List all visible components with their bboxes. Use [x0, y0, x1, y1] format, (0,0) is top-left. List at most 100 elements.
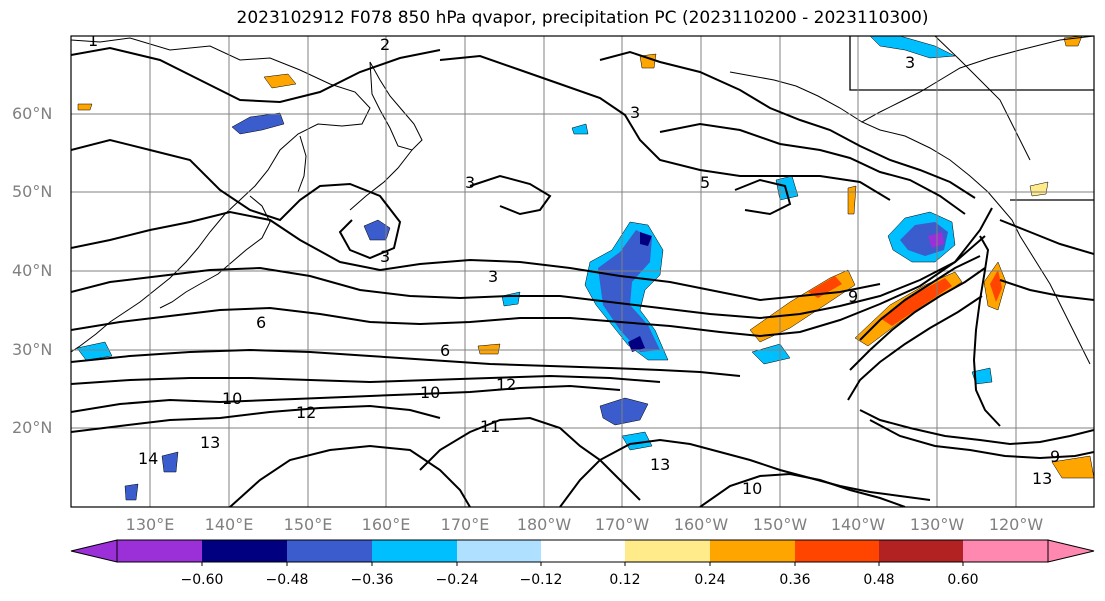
- contour-label: 3: [630, 103, 640, 122]
- lon-label: 160°E: [361, 515, 411, 534]
- contour-label: 13: [200, 433, 220, 452]
- lon-label: 130°W: [909, 515, 965, 534]
- colorbar-extend-high: [1047, 539, 1095, 563]
- lat-label: 60°N: [12, 104, 53, 123]
- contour-label: 6: [256, 313, 266, 332]
- contour-line: [71, 138, 402, 260]
- positive-anomaly-core: [990, 270, 1002, 302]
- lon-label: 130°E: [125, 515, 175, 534]
- qvapor-contours: [71, 46, 1094, 507]
- negative-anomaly-region: [869, 36, 956, 59]
- lat-label: 40°N: [12, 261, 53, 280]
- lon-label: 140°E: [204, 515, 254, 534]
- positive-anomaly-core: [808, 276, 842, 298]
- colorbar-tick-label: −0.24: [435, 572, 479, 588]
- negative-anomaly-core: [598, 230, 660, 352]
- colorbar-outline: [116, 539, 1049, 563]
- contour-line: [71, 46, 441, 104]
- positive-anomaly-region: [263, 73, 297, 89]
- colorbar-segment: [963, 540, 1048, 562]
- contour-label: 13: [1032, 469, 1052, 488]
- lon-label: 160°W: [673, 515, 729, 534]
- negative-anomaly-region: [161, 451, 179, 473]
- positive-anomaly-core: [880, 278, 952, 326]
- colorbar-segment: [541, 540, 625, 562]
- positive-anomaly-region: [847, 185, 857, 215]
- contour-label: 9: [1050, 447, 1060, 466]
- positive-anomaly-region: [1051, 455, 1094, 479]
- contour-label: 6: [440, 341, 450, 360]
- lon-label: 170°W: [594, 515, 650, 534]
- contour-label: 3: [488, 267, 498, 286]
- contour-line: [71, 404, 441, 433]
- negative-anomaly-region: [363, 219, 391, 241]
- lon-label: 120°W: [988, 515, 1044, 534]
- contour-line: [859, 409, 1094, 446]
- colorbar-segment: [287, 540, 372, 562]
- positive-anomaly-region: [477, 343, 501, 355]
- contour-line: [419, 416, 641, 501]
- country-border: [849, 36, 1094, 91]
- negative-anomaly-core: [900, 222, 948, 256]
- colorbar-tick-label: 0.48: [863, 572, 895, 588]
- contour-line: [599, 50, 976, 199]
- positive-anomaly-region: [77, 103, 93, 111]
- precipitation-shading: [76, 36, 1094, 501]
- lon-label: 140°W: [830, 515, 886, 534]
- colorbar-tick-label: 0.36: [779, 572, 811, 588]
- contour-line: [71, 210, 881, 302]
- colorbar-segment: [202, 540, 287, 562]
- lon-label: 150°E: [283, 515, 333, 534]
- aleutian-islands: [729, 71, 863, 123]
- contour-line: [972, 235, 1001, 427]
- contour-line: [71, 207, 993, 338]
- colorbar-segment: [372, 540, 457, 562]
- negative-anomaly-deep: [640, 232, 652, 246]
- kamchatka-coastline: [369, 61, 423, 151]
- contour-label: 12: [296, 403, 316, 422]
- colorbar-segment: [879, 540, 963, 562]
- contour-line: [469, 174, 552, 216]
- kuril-islands: [349, 149, 413, 211]
- map-frame: [70, 35, 1095, 508]
- colorbar-tick-label: −0.36: [350, 572, 394, 588]
- contour-label: 3: [905, 53, 915, 72]
- contour-label: 12: [496, 375, 516, 394]
- negative-anomaly-region: [124, 483, 139, 501]
- negative-anomaly-region: [76, 341, 113, 361]
- contour-label: 14: [138, 449, 158, 468]
- contour-label: 5: [700, 173, 710, 192]
- contour-line: [849, 267, 986, 371]
- negative-anomaly-deep: [628, 336, 645, 352]
- contour-line: [659, 122, 966, 215]
- contour-label: 3: [380, 247, 390, 266]
- contour-label: 13: [650, 455, 670, 474]
- contour-line: [559, 438, 931, 507]
- colorbar-segment: [795, 540, 879, 562]
- contour-line: [439, 54, 891, 201]
- colorbar-ticks: [201, 562, 964, 566]
- contour-line: [699, 472, 906, 507]
- colorbar-tick-label: −0.60: [180, 572, 224, 588]
- contour-label: 9: [848, 287, 858, 306]
- map-title: 2023102912 F078 850 hPa qvapor, precipit…: [236, 8, 929, 28]
- contour-line: [71, 348, 741, 377]
- contour-line: [71, 384, 621, 413]
- sakhalin-coastline: [297, 135, 307, 193]
- lon-label: 150°W: [752, 515, 808, 534]
- contour-labels: 1 2 3 3 3 3 3 5 6 6 9 10 10 11 12 12 13 …: [88, 36, 1060, 498]
- contour-label: 10: [742, 479, 762, 498]
- contour-label: 10: [420, 383, 440, 402]
- colorbar-segment: [710, 540, 795, 562]
- contour-line: [229, 444, 471, 507]
- contour-line: [859, 255, 981, 341]
- colorbar-tick-label: 0.60: [947, 572, 979, 588]
- negative-anomaly-region: [775, 175, 799, 201]
- lat-label: 50°N: [12, 182, 53, 201]
- lon-label: 170°E: [440, 515, 490, 534]
- contour-line: [71, 374, 661, 385]
- contour-label: 3: [465, 173, 475, 192]
- contour-line: [999, 219, 1094, 255]
